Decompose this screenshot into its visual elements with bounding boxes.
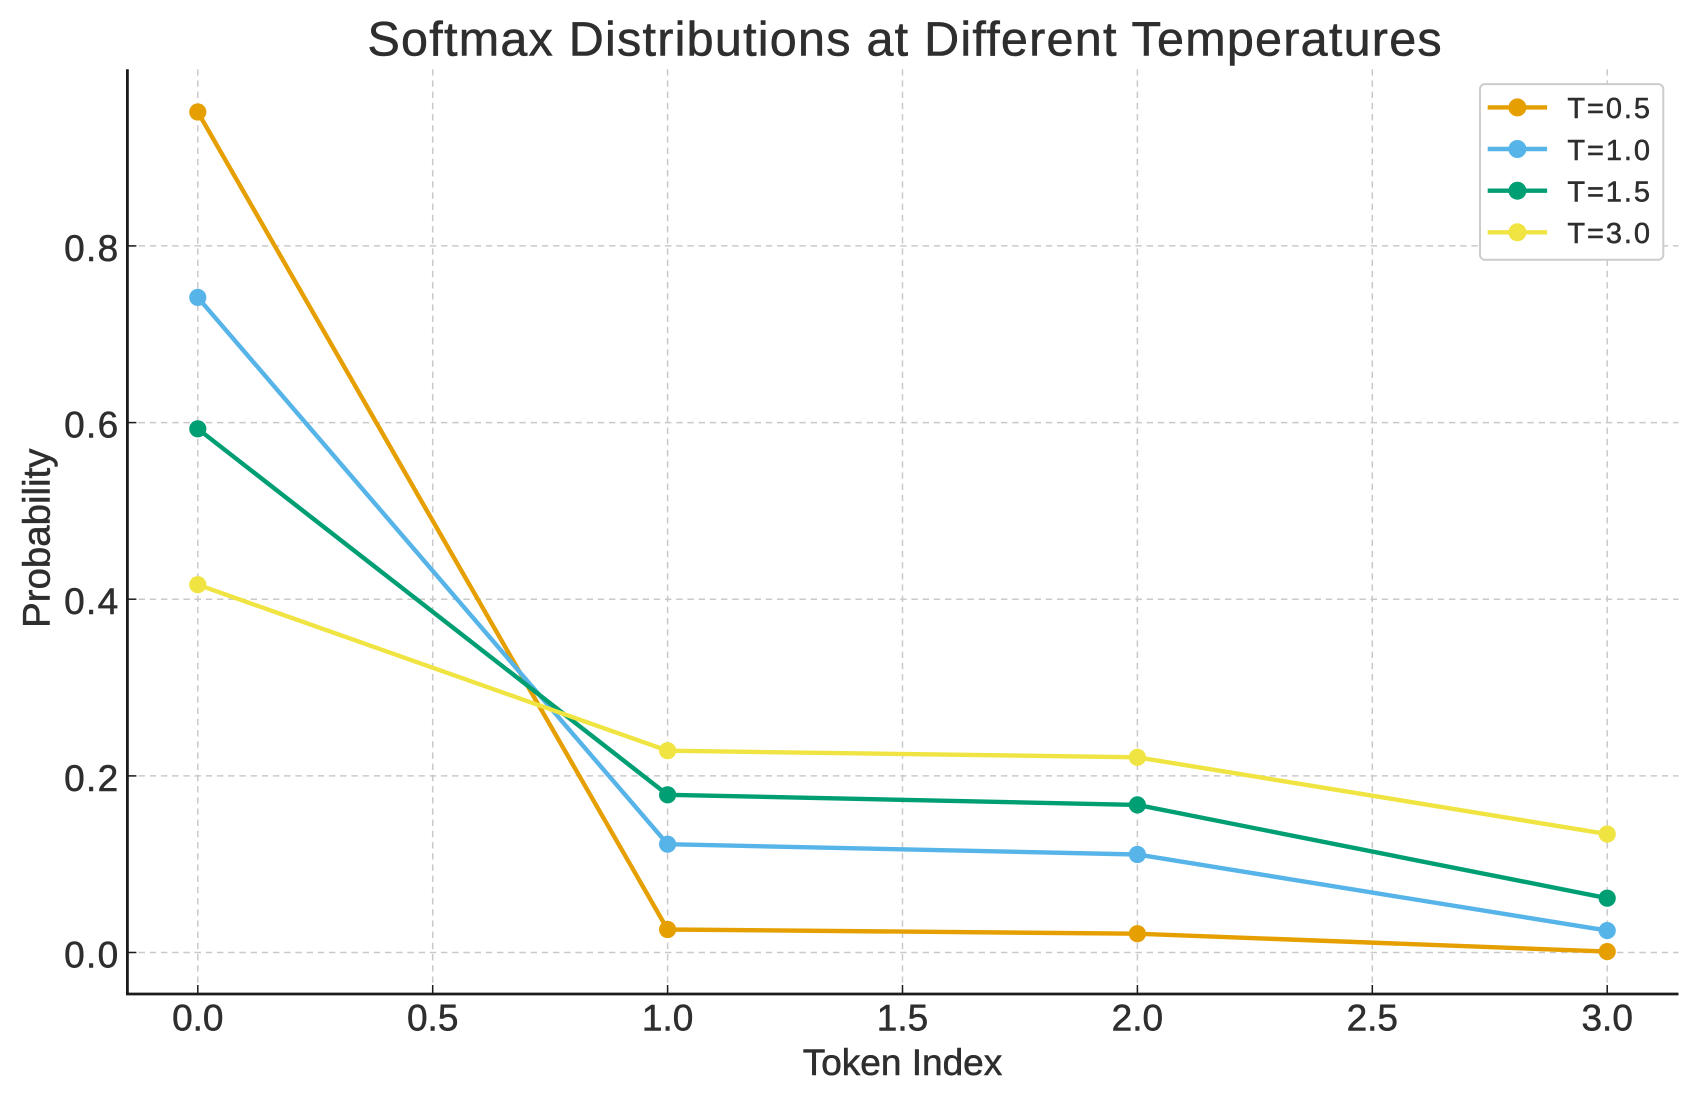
svg-text:T=3.0: T=3.0 [1567, 218, 1651, 250]
svg-text:0.2: 0.2 [64, 758, 119, 799]
svg-text:3.0: 3.0 [1581, 998, 1632, 1039]
svg-text:1.0: 1.0 [642, 998, 693, 1039]
svg-text:T=1.0: T=1.0 [1567, 135, 1651, 167]
svg-text:0.5: 0.5 [407, 998, 458, 1039]
svg-text:0.8: 0.8 [64, 228, 119, 269]
svg-text:Token Index: Token Index [803, 1042, 1003, 1083]
svg-text:2.5: 2.5 [1347, 998, 1398, 1039]
svg-text:1.5: 1.5 [877, 998, 928, 1039]
svg-text:T=0.5: T=0.5 [1567, 93, 1651, 125]
svg-text:Softmax Distributions at Diffe: Softmax Distributions at Different Tempe… [367, 12, 1442, 66]
svg-text:0.0: 0.0 [172, 998, 223, 1039]
svg-text:0.0: 0.0 [64, 935, 119, 976]
svg-text:0.6: 0.6 [64, 405, 119, 446]
svg-text:0.4: 0.4 [64, 581, 119, 622]
svg-text:2.0: 2.0 [1112, 998, 1163, 1039]
svg-text:Probability: Probability [16, 448, 59, 628]
svg-text:T=1.5: T=1.5 [1567, 177, 1651, 209]
